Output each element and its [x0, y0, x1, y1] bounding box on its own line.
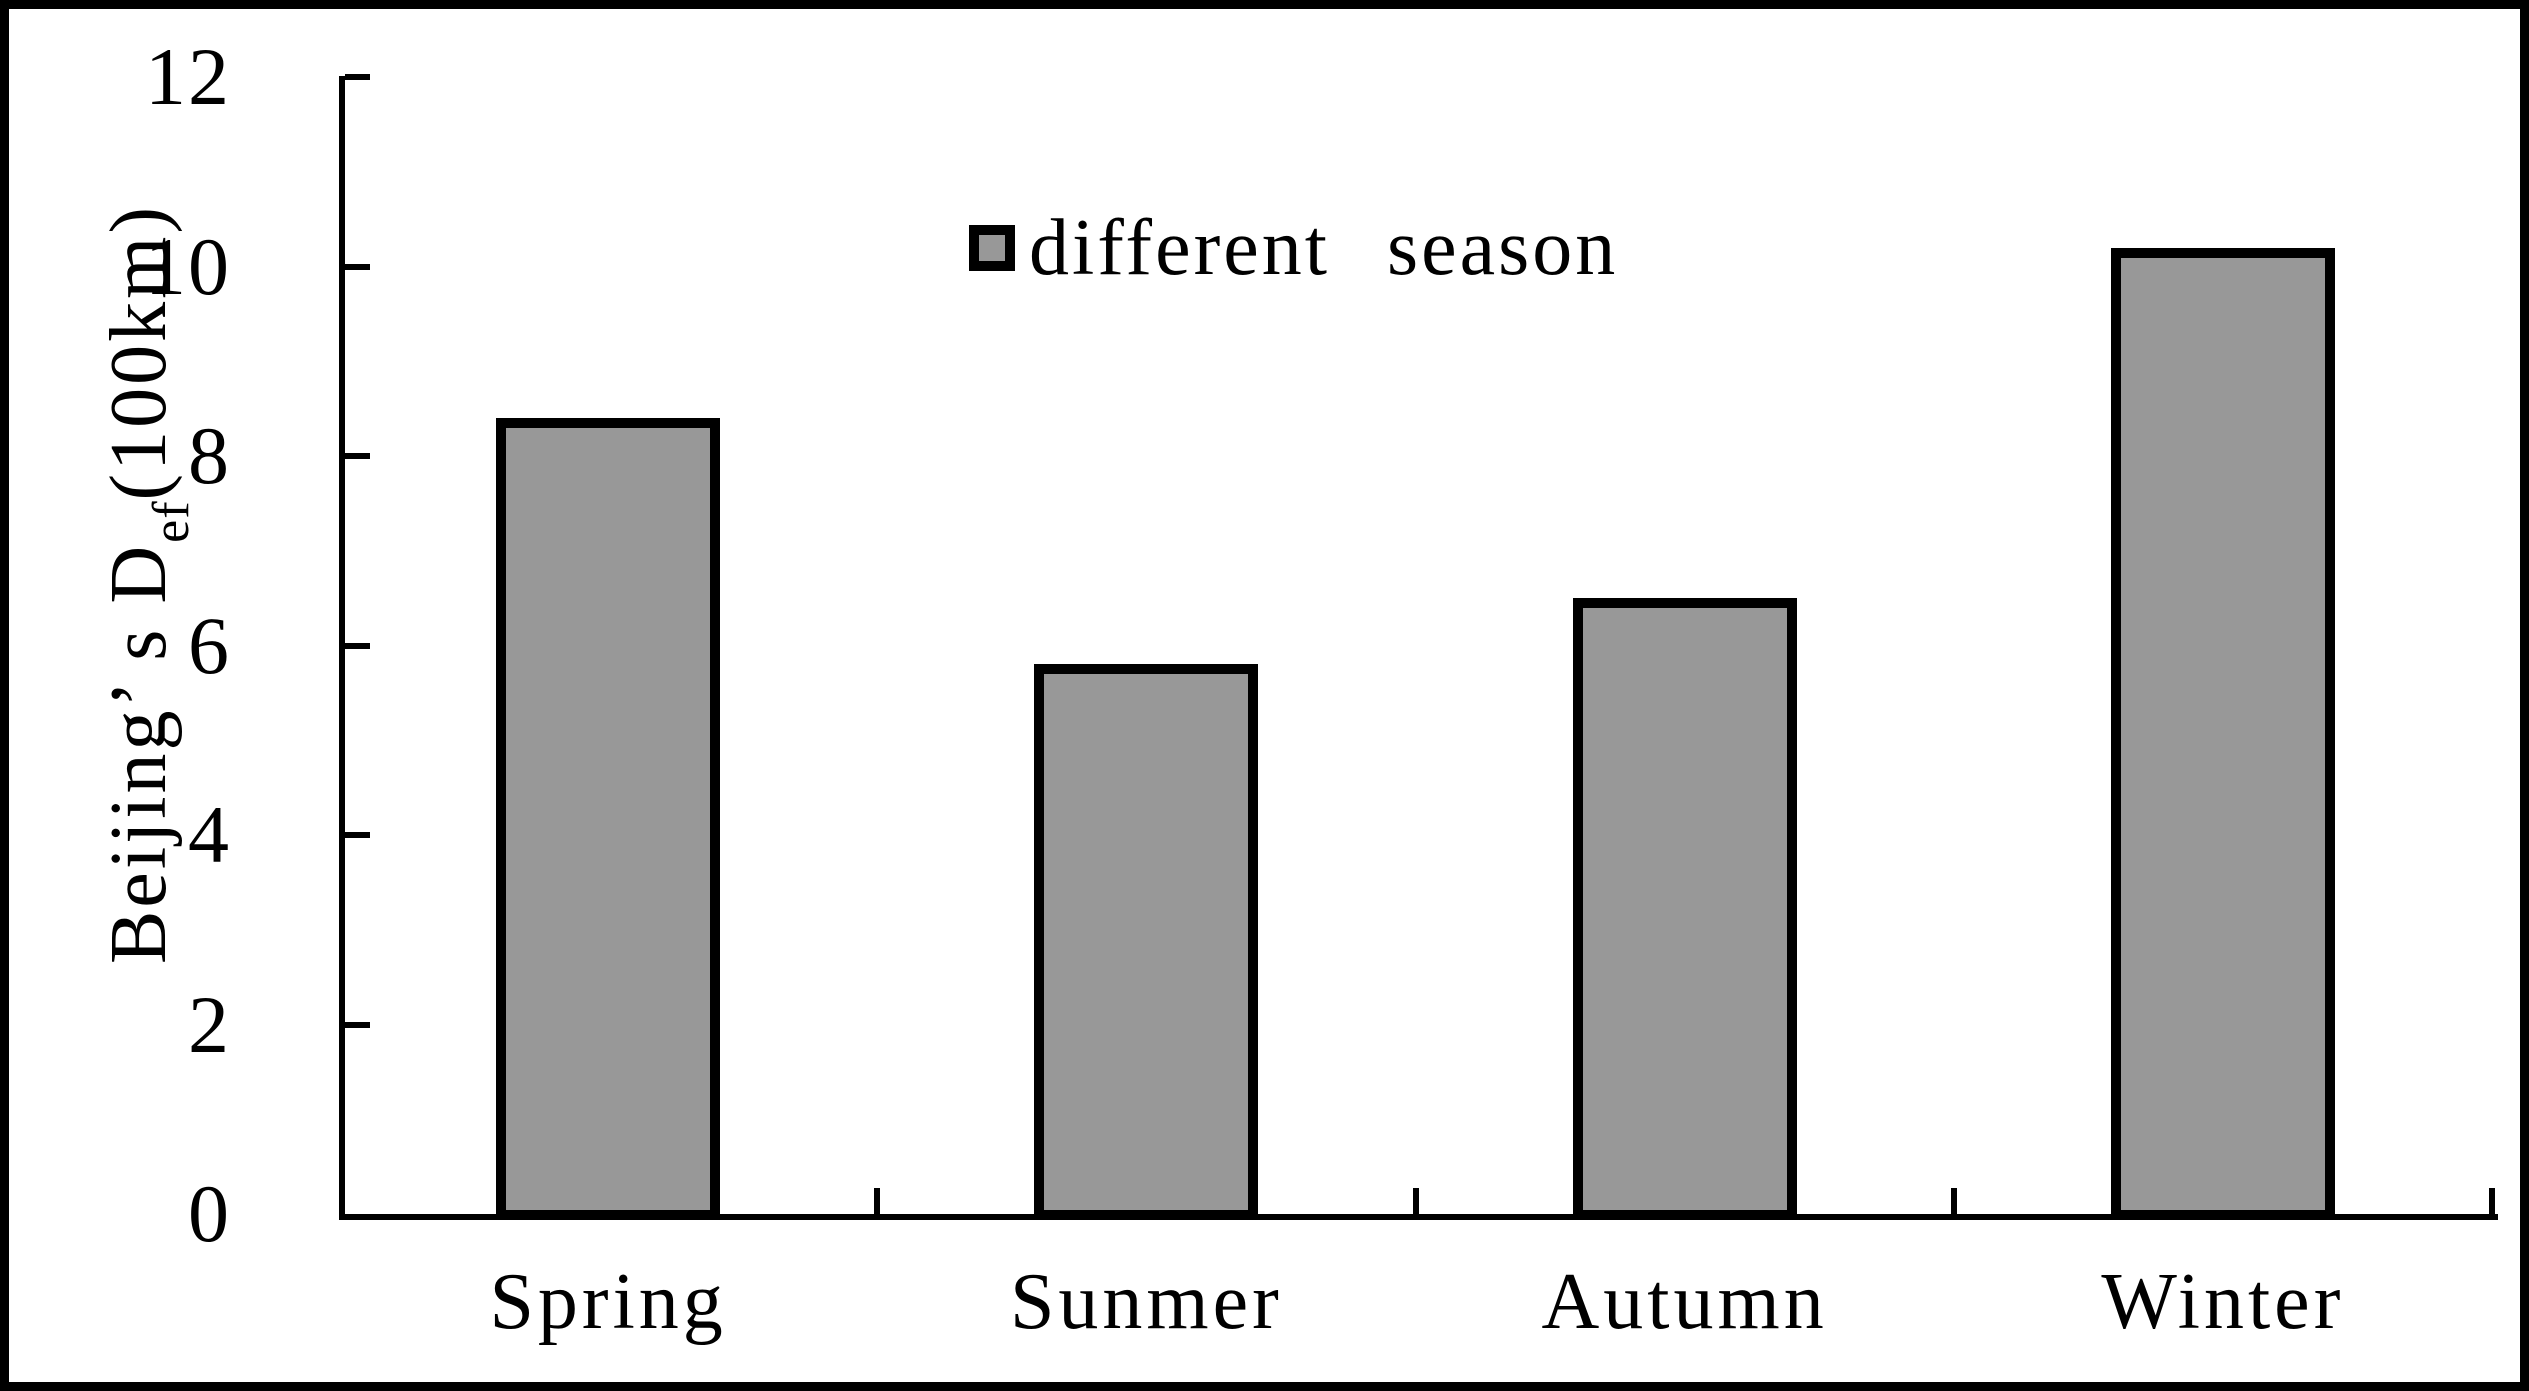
y-tick: [345, 642, 370, 649]
x-axis-label-sunmer: Sunmer: [1009, 1258, 1283, 1346]
y-tick: [345, 453, 370, 459]
bar-autumn: [1572, 598, 1797, 1220]
x-tick: [1950, 1188, 1957, 1214]
legend: different season: [969, 201, 1618, 295]
x-axis-label-autumn: Autumn: [1541, 1258, 1828, 1346]
y-tick: [345, 1021, 370, 1028]
y-tick: [345, 832, 370, 838]
bar-sunmer: [1034, 664, 1259, 1220]
y-tick: [345, 74, 370, 80]
y-tick-label: 0: [188, 1168, 231, 1259]
y-tick-label: 12: [145, 31, 231, 122]
y-tick: [345, 263, 370, 270]
y-axis-title-subscript: ef: [143, 500, 200, 543]
bar-spring: [496, 418, 721, 1220]
x-axis-label-spring: Spring: [489, 1258, 727, 1346]
bar-winter: [2110, 247, 2335, 1220]
legend-label: different season: [1029, 204, 1619, 292]
x-tick: [1412, 1188, 1419, 1214]
y-tick-label: 6: [188, 599, 231, 691]
x-axis-label-winter: Winter: [2101, 1258, 2345, 1346]
x-tick: [2489, 1188, 2495, 1214]
y-tick-label: 2: [188, 978, 231, 1070]
x-axis-line: [339, 1214, 2498, 1220]
y-tick-label: 10: [145, 220, 231, 312]
y-tick-label: 4: [188, 789, 231, 880]
x-tick: [874, 1188, 881, 1214]
legend-marker-icon: [969, 225, 1015, 271]
y-tick-label: 8: [188, 410, 231, 501]
y-axis-line: [339, 76, 345, 1220]
